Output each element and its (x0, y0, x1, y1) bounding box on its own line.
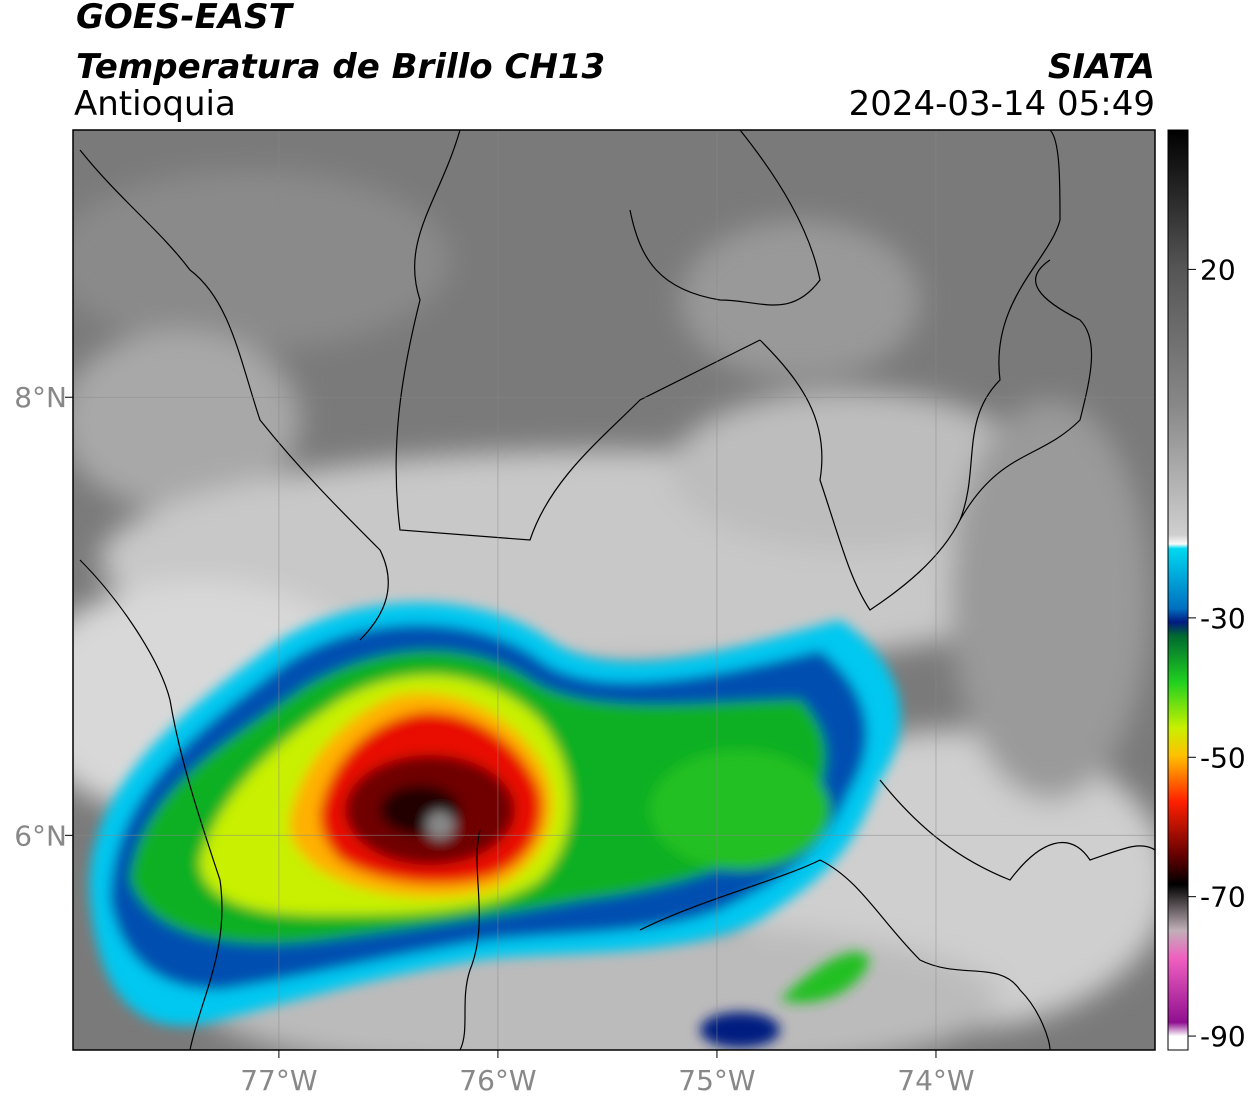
colorbar-label: 20 (1200, 253, 1236, 286)
colorbar-label: -70 (1200, 881, 1246, 914)
datetime: 2024-03-14 05:49 (849, 84, 1155, 124)
product: Temperatura de Brillo CH13 (76, 47, 605, 87)
agency: SIATA (1048, 47, 1155, 87)
colorbar-label: -50 (1200, 741, 1246, 774)
satellite: GOES-EAST (76, 0, 295, 37)
region: Antioquia (74, 84, 236, 124)
graticule (73, 130, 1155, 1050)
colorbar (1167, 129, 1189, 1051)
x-tick-label: 74°W (897, 1064, 974, 1097)
colorbar-label: -90 (1200, 1020, 1246, 1053)
y-tick-label: 6°N (14, 819, 67, 852)
x-tick-label: 75°W (678, 1064, 755, 1097)
satellite-image (73, 130, 1155, 1050)
x-tick-label: 77°W (240, 1064, 317, 1097)
map-frame (72, 129, 1156, 1051)
x-tick-label: 76°W (459, 1064, 536, 1097)
colorbar-label: -30 (1200, 602, 1246, 635)
y-tick-label: 8°N (14, 381, 67, 414)
